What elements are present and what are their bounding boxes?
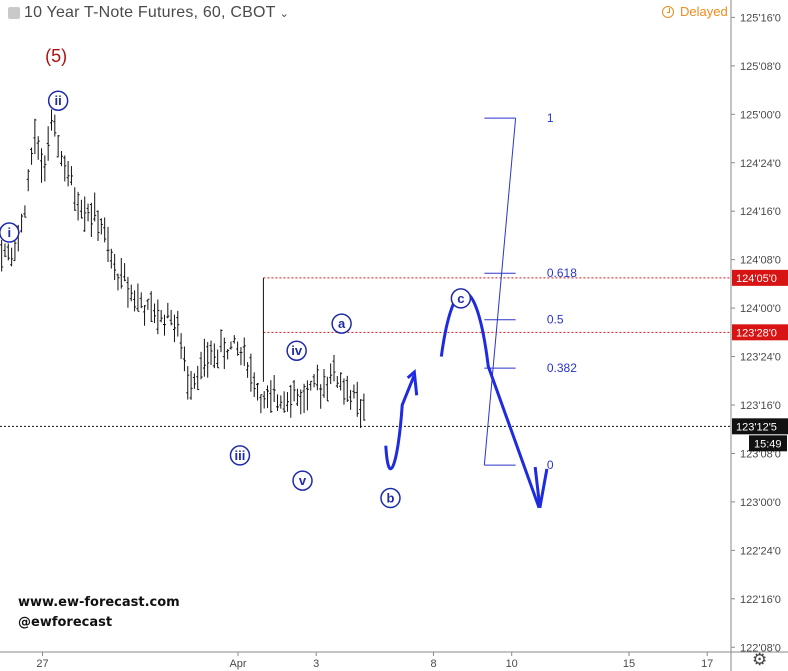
y-tick-label: 124'08'0 xyxy=(740,255,781,267)
resistance-tag-label: 123'28'0 xyxy=(736,327,777,339)
y-tick-label: 125'08'0 xyxy=(740,61,781,73)
x-tick-label: Apr xyxy=(229,658,246,670)
y-tick-label: 123'24'0 xyxy=(740,352,781,364)
gear-icon[interactable]: ⚙ xyxy=(752,650,768,669)
countdown-tag xyxy=(749,435,787,452)
delayed-label: Delayed xyxy=(680,4,728,19)
x-tick-label: 10 xyxy=(506,658,518,670)
fib-label: 0.5 xyxy=(547,313,564,327)
wave-label-circle xyxy=(331,313,352,334)
chevron-down-icon[interactable]: ⌄ xyxy=(279,7,289,20)
y-tick-label: 122'16'0 xyxy=(740,594,781,606)
y-tick-label: 125'16'0 xyxy=(740,12,781,24)
fib-label: 0 xyxy=(547,458,554,472)
projection-wave-b xyxy=(384,375,416,471)
y-tick-label: 125'00'0 xyxy=(740,109,781,121)
last-price-tag xyxy=(732,418,788,435)
wave-label-circle xyxy=(292,470,313,491)
wave-label: c xyxy=(457,291,464,306)
fib-label: 0.618 xyxy=(547,266,577,280)
wave-label-circle xyxy=(450,288,472,309)
wave-label: (5) xyxy=(45,46,67,66)
fib-label: 1 xyxy=(547,111,554,125)
wave-label-circle xyxy=(47,90,69,111)
wave-label: b xyxy=(387,491,395,506)
x-tick-label: 15 xyxy=(623,658,635,670)
fib-label: 0.382 xyxy=(547,361,577,375)
x-tick-label: 17 xyxy=(701,658,713,670)
y-tick-label: 124'24'0 xyxy=(740,158,781,170)
collapse-icon[interactable] xyxy=(8,7,20,19)
last-price-label: 123'12'5 xyxy=(736,421,777,433)
arrow-down-icon xyxy=(533,466,549,508)
y-tick-label: 122'08'0 xyxy=(740,642,781,654)
y-tick-label: 124'00'0 xyxy=(740,303,781,315)
delayed-status: Delayed xyxy=(662,4,728,19)
watermark-handle: @ewforecast xyxy=(18,615,113,630)
wave-label: a xyxy=(338,316,346,331)
wave-label-circle xyxy=(286,340,307,361)
resistance-tag-label: 124'05'0 xyxy=(736,273,777,285)
wave-label: ii xyxy=(55,93,62,108)
countdown-label: 15:49 xyxy=(754,438,782,450)
symbol-title[interactable]: 10 Year T-Note Futures, 60, CBOT xyxy=(24,4,276,21)
y-tick-label: 124'16'0 xyxy=(740,206,781,218)
wave-label-circle xyxy=(229,445,251,466)
fib-trend-line xyxy=(483,118,517,466)
wave-label: iii xyxy=(235,448,246,463)
x-tick-label: 27 xyxy=(36,658,48,670)
y-tick-label: 123'00'0 xyxy=(740,497,781,509)
y-tick-label: 123'08'0 xyxy=(740,448,781,460)
resistance-tag xyxy=(732,324,788,341)
clock-icon xyxy=(662,5,674,18)
wave-label: i xyxy=(7,225,11,240)
y-tick-label: 123'16'0 xyxy=(740,400,781,412)
resistance-tag xyxy=(732,269,788,286)
y-tick-label: 122'24'0 xyxy=(740,545,781,557)
wave-label: iv xyxy=(291,343,303,358)
chart-header[interactable]: 10 Year T-Note Futures, 60, CBOT ⌄ xyxy=(8,3,289,23)
wave-label-circle xyxy=(380,487,401,509)
wave-label: v xyxy=(299,473,307,488)
arrow-up-icon xyxy=(406,369,419,396)
x-tick-label: 8 xyxy=(430,658,436,670)
watermark-site: www.ew-forecast.com xyxy=(18,595,180,610)
price-bars xyxy=(0,109,366,428)
wave-label-circle xyxy=(0,222,20,243)
x-tick-label: 3 xyxy=(313,658,319,670)
